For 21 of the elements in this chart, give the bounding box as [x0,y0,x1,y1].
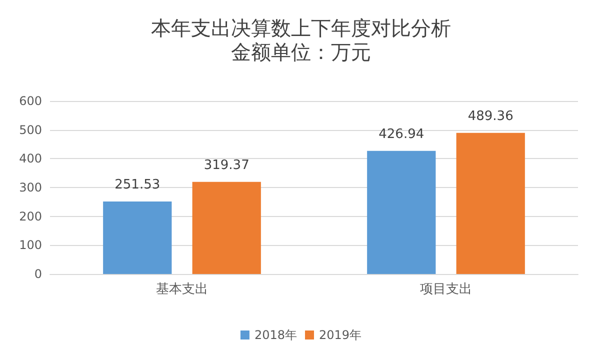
y-tick-label: 300 [19,180,42,194]
y-tick-label: 600 [19,94,42,108]
x-tick-label: 基本支出 [156,281,208,296]
y-tick-label: 200 [19,209,42,224]
bar [192,182,261,274]
data-label: 426.94 [378,126,424,142]
y-tick-label: 400 [19,152,42,166]
legend-label: 2018年 [254,328,298,342]
bar [103,201,172,274]
bar [367,150,436,274]
data-label: 251.53 [114,177,160,192]
y-tick-label: 0 [34,267,42,281]
x-tick-label: 项目支出 [420,281,472,296]
bar [456,132,525,274]
chart-title: 本年支出决算数上下年度对比分析 [151,18,451,40]
y-tick-label: 100 [19,238,42,252]
legend-label: 2019年 [319,328,362,342]
y-tick-label: 500 [19,122,42,137]
chart-subtitle: 金额单位：万元 [231,42,371,64]
data-label: 489.36 [468,108,514,124]
data-label: 319.37 [204,158,250,173]
